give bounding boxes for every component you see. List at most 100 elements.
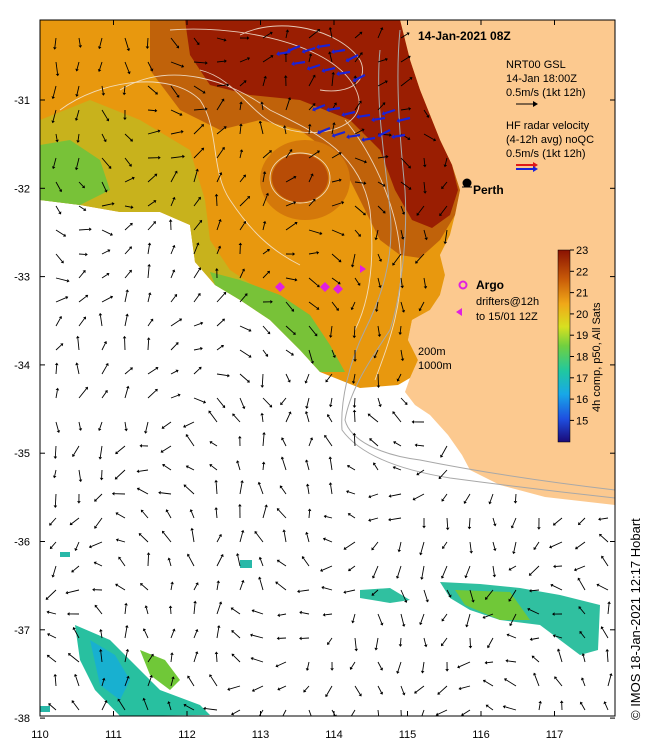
model-arrow — [325, 373, 333, 383]
model-arrow — [124, 625, 129, 639]
model-arrow — [282, 529, 287, 543]
model-arrow — [55, 133, 59, 143]
model-arrow — [216, 625, 221, 639]
model-arrow — [55, 277, 70, 283]
model-arrow — [216, 37, 227, 42]
model-arrow — [325, 685, 333, 698]
model-arrow — [423, 637, 428, 648]
model-arrow — [377, 397, 382, 408]
model-arrow — [508, 565, 517, 571]
model-arrow — [124, 37, 131, 52]
model-arrow — [322, 613, 333, 617]
model-arrow — [529, 637, 540, 642]
model-arrow — [463, 493, 471, 504]
model-arrow — [598, 517, 609, 521]
model-arrow — [101, 157, 112, 169]
model-arrow — [239, 579, 245, 591]
model-arrow — [101, 390, 108, 399]
model-arrow — [216, 580, 220, 591]
model-arrow — [437, 685, 448, 695]
model-arrow — [299, 636, 310, 641]
model-arrow — [414, 685, 425, 694]
model-arrow — [167, 701, 172, 711]
model-arrow — [492, 517, 497, 527]
model-arrow — [285, 301, 295, 312]
model-arrow — [76, 133, 80, 143]
model-arrow — [165, 509, 172, 519]
colorbar-tick-label: 15 — [576, 415, 588, 427]
model-arrow — [308, 29, 321, 39]
model-arrow — [55, 343, 64, 351]
model-arrow — [146, 552, 151, 567]
radar-arrow — [371, 116, 386, 123]
model-arrow — [47, 633, 57, 639]
model-arrow — [161, 421, 172, 429]
model-arrow — [416, 205, 425, 216]
model-arrow — [147, 242, 152, 255]
model-arrow — [509, 613, 517, 627]
model-arrow — [98, 648, 103, 663]
model-arrow — [55, 181, 63, 193]
model-arrow — [350, 253, 356, 268]
model-arrow — [209, 674, 218, 687]
model-arrow — [458, 685, 471, 691]
model-arrow — [209, 464, 218, 471]
model-arrow — [46, 654, 57, 663]
model-arrow — [97, 37, 103, 50]
model-arrow — [305, 661, 310, 671]
model-arrow — [147, 292, 152, 303]
model-arrow — [331, 277, 341, 285]
model-arrow — [101, 273, 110, 279]
model-arrow — [599, 533, 609, 543]
model-arrow — [262, 220, 267, 231]
model-arrow — [469, 541, 473, 554]
model-arrow — [124, 133, 133, 142]
model-arrow — [373, 349, 379, 359]
model-arrow — [146, 337, 151, 351]
model-arrow — [285, 149, 293, 159]
radar-legend-line2: (4-12h avg) noQC — [506, 134, 594, 146]
model-arrow — [308, 74, 316, 87]
model-arrow — [420, 565, 425, 580]
model-arrow — [94, 493, 103, 502]
model-arrow — [193, 147, 205, 159]
model-arrow — [441, 181, 448, 190]
model-arrow — [351, 373, 356, 384]
model-arrow — [398, 325, 403, 335]
model-arrow — [550, 583, 563, 591]
model-arrow — [115, 445, 126, 455]
model-arrow — [186, 553, 195, 567]
model-arrow — [396, 661, 402, 674]
radar-arrow — [377, 129, 391, 138]
model-arrow — [439, 205, 448, 217]
model-arrow — [193, 582, 199, 591]
model-arrow — [328, 27, 333, 39]
model-arrow — [147, 129, 161, 135]
model-arrow — [419, 613, 425, 626]
model-arrow — [75, 61, 80, 72]
model-arrow — [49, 541, 57, 550]
model-arrow — [377, 80, 388, 87]
model-arrow — [170, 628, 176, 639]
model-arrow — [216, 98, 225, 111]
model-arrow — [193, 107, 208, 111]
model-arrow — [388, 493, 402, 498]
colorbar-tick-label: 22 — [576, 266, 588, 278]
model-arrow — [78, 386, 88, 399]
model-arrow — [303, 685, 310, 693]
model-arrow — [55, 205, 62, 215]
y-tick-label: -34 — [14, 360, 30, 372]
model-arrow — [321, 585, 333, 591]
model-arrow — [305, 483, 310, 495]
model-arrow — [78, 181, 85, 189]
model-arrow — [581, 653, 586, 663]
model-arrow — [596, 583, 609, 591]
y-tick-label: -31 — [14, 95, 30, 107]
model-arrow — [147, 263, 151, 279]
model-arrow — [531, 655, 540, 663]
model-arrow — [308, 437, 314, 447]
model-arrow — [308, 53, 313, 63]
model-arrow — [98, 445, 103, 460]
model-arrow — [573, 565, 586, 572]
y-tick-label: -33 — [14, 272, 30, 284]
